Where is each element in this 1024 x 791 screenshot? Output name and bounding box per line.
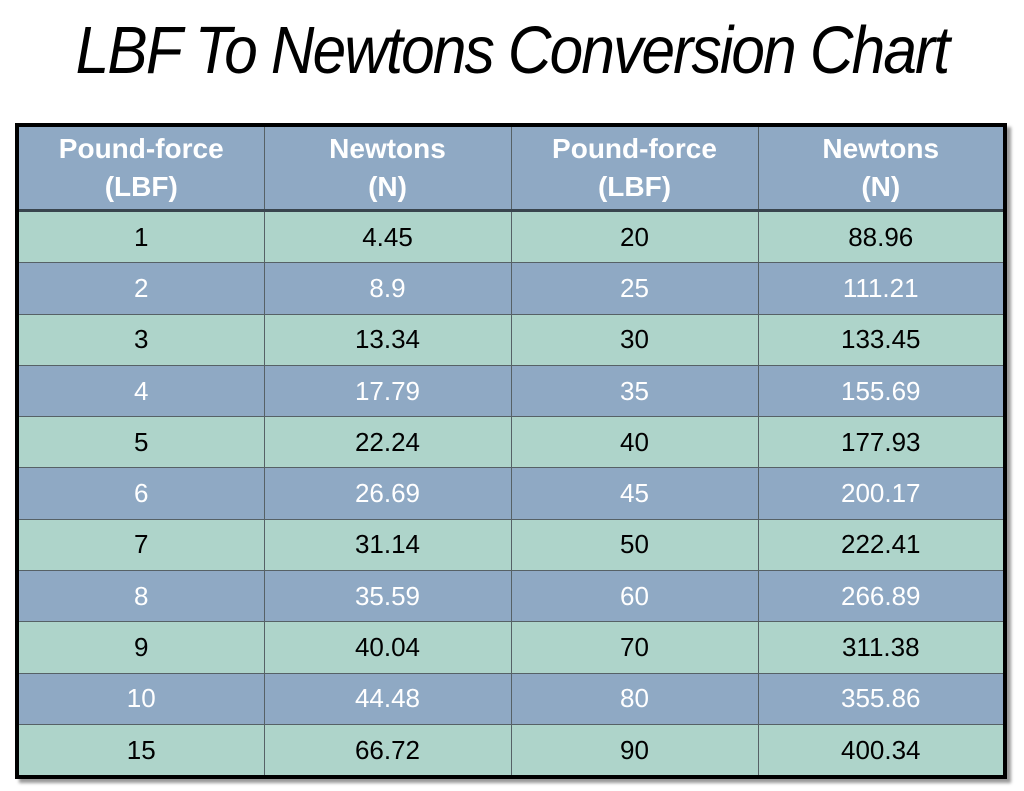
table-body: 1 4.45 20 88.96 2 8.9 25 111.21 3 13.34 … <box>16 209 1006 778</box>
table-row: 10 44.48 80 355.86 <box>16 672 1006 725</box>
table-header: Pound-force (LBF) Newtons (N) Pound-forc… <box>16 124 1006 212</box>
page-title: LBF To Newtons Conversion Chart <box>75 13 950 88</box>
table-row: 2 8.9 25 111.21 <box>16 262 1006 315</box>
cell-newtons: 13.34 <box>263 313 512 366</box>
cell-lbf: 25 <box>510 262 759 315</box>
cell-newtons: 4.45 <box>263 209 512 264</box>
header-cell-lbf-left: Pound-force (LBF) <box>16 124 265 212</box>
cell-newtons: 200.17 <box>757 467 1006 520</box>
cell-lbf: 50 <box>510 518 759 572</box>
cell-newtons: 40.04 <box>263 621 512 674</box>
cell-newtons: 22.24 <box>263 416 512 469</box>
header-row: Pound-force (LBF) Newtons (N) Pound-forc… <box>16 124 1006 212</box>
table-row: 6 26.69 45 200.17 <box>16 467 1006 520</box>
table-row: 5 22.24 40 177.93 <box>16 416 1006 469</box>
cell-lbf: 30 <box>510 313 759 366</box>
table-row: 4 17.79 35 155.69 <box>16 364 1006 418</box>
cell-newtons: 66.72 <box>263 723 512 778</box>
cell-newtons: 17.79 <box>263 364 512 418</box>
table-row: 1 4.45 20 88.96 <box>16 209 1006 264</box>
cell-newtons: 155.69 <box>757 364 1006 418</box>
cell-newtons: 26.69 <box>263 467 512 520</box>
cell-lbf: 20 <box>510 209 759 264</box>
cell-newtons: 400.34 <box>757 723 1006 778</box>
cell-lbf: 7 <box>16 518 265 572</box>
cell-lbf: 8 <box>16 570 265 623</box>
header-label: Pound-force <box>58 133 224 165</box>
header-unit: (N) <box>368 171 407 202</box>
cell-newtons: 111.21 <box>757 262 1006 315</box>
cell-newtons: 35.59 <box>263 570 512 623</box>
cell-lbf: 80 <box>510 672 759 725</box>
header-label: Pound-force <box>552 133 717 165</box>
cell-lbf: 60 <box>510 570 759 623</box>
header-cell-newtons-right: Newtons (N) <box>757 124 1006 212</box>
cell-newtons: 355.86 <box>757 672 1006 725</box>
table-row: 9 40.04 70 311.38 <box>16 621 1006 674</box>
cell-lbf: 3 <box>16 313 265 366</box>
table-row: 7 31.14 50 222.41 <box>16 518 1006 572</box>
table-row: 8 35.59 60 266.89 <box>16 570 1006 623</box>
cell-lbf: 90 <box>510 723 759 778</box>
header-unit: (LBF) <box>104 171 178 202</box>
cell-newtons: 311.38 <box>757 621 1006 674</box>
cell-newtons: 31.14 <box>263 518 512 572</box>
cell-newtons: 88.96 <box>757 209 1006 264</box>
cell-lbf: 40 <box>510 416 759 469</box>
cell-lbf: 45 <box>510 467 759 520</box>
header-label: Newtons <box>822 133 940 165</box>
cell-newtons: 44.48 <box>263 672 512 725</box>
cell-lbf: 10 <box>16 672 265 725</box>
cell-newtons: 133.45 <box>757 313 1006 366</box>
header-unit: (LBF) <box>597 171 672 202</box>
cell-lbf: 70 <box>510 621 759 674</box>
table-row: 15 66.72 90 400.34 <box>16 723 1006 778</box>
cell-lbf: 5 <box>16 416 265 469</box>
cell-newtons: 177.93 <box>757 416 1006 469</box>
cell-lbf: 6 <box>16 467 265 520</box>
cell-lbf: 2 <box>16 262 265 315</box>
cell-lbf: 9 <box>16 621 265 674</box>
conversion-table: Pound-force (LBF) Newtons (N) Pound-forc… <box>15 123 1007 780</box>
cell-newtons: 8.9 <box>263 262 512 315</box>
cell-newtons: 266.89 <box>757 570 1006 623</box>
cell-newtons: 222.41 <box>757 518 1006 572</box>
header-cell-newtons-left: Newtons (N) <box>263 124 512 212</box>
cell-lbf: 35 <box>510 364 759 418</box>
header-unit: (N) <box>861 171 901 202</box>
header-label: Newtons <box>329 133 446 165</box>
cell-lbf: 1 <box>16 209 265 264</box>
cell-lbf: 15 <box>16 723 265 778</box>
header-cell-lbf-right: Pound-force (LBF) <box>510 124 759 212</box>
table-row: 3 13.34 30 133.45 <box>16 313 1006 366</box>
cell-lbf: 4 <box>16 364 265 418</box>
